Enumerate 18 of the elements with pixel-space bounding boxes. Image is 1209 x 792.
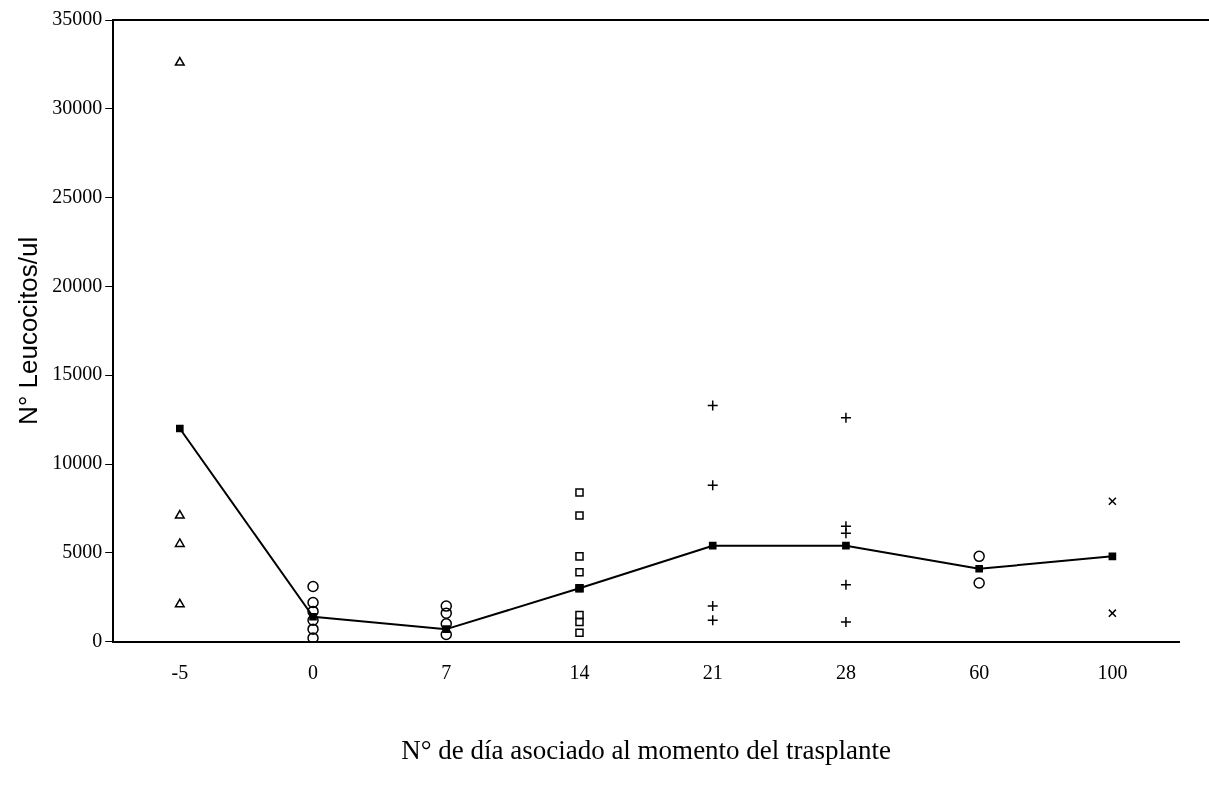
x-tick-label: 21 [702,660,723,683]
y-axis-title: N° Leucocitos/ul [12,236,43,425]
y-tick-label: 35000 [52,7,103,30]
x-tick-label: -5 [171,660,189,683]
x-tick-label: 28 [835,660,856,683]
y-tick-label: 20000 [52,273,103,296]
y-tick-label: 15000 [52,362,103,385]
y-tick-label: 30000 [52,96,103,119]
y-tick-label: 25000 [52,184,103,207]
y-tick-label: 5000 [62,540,103,563]
y-tick-label: 0 [92,628,103,651]
x-tick-label: 0 [308,660,319,683]
y-tick-label: 10000 [52,451,103,474]
x-tick-label: 14 [569,660,590,683]
x-tick-label: 100 [1097,660,1128,683]
x-tick-label: 60 [969,660,990,683]
x-tick-label: 7 [441,660,452,683]
x-axis-title: N° de día asociado al momento del trasplante [401,734,892,765]
